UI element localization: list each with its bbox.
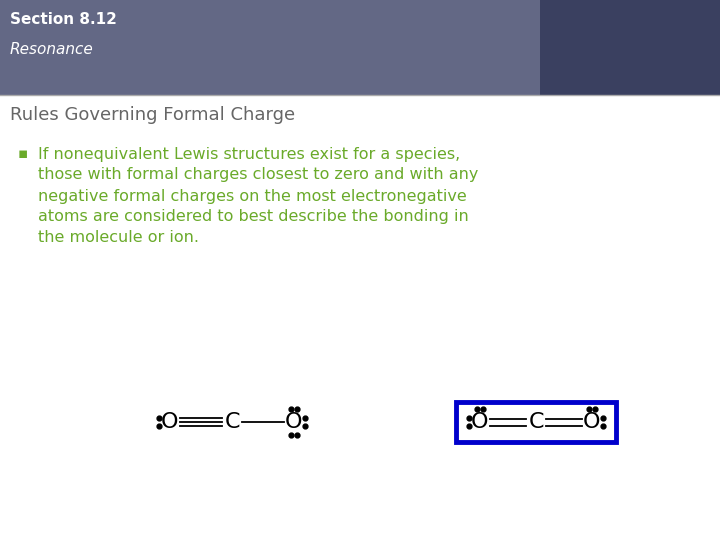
Text: O: O <box>285 412 302 432</box>
Text: C: C <box>528 412 544 432</box>
Text: Rules Governing Formal Charge: Rules Governing Formal Charge <box>10 106 295 125</box>
Text: the molecule or ion.: the molecule or ion. <box>38 231 199 246</box>
Text: negative formal charges on the most electronegative: negative formal charges on the most elec… <box>38 188 467 204</box>
Text: C: C <box>224 412 240 432</box>
Text: ▪: ▪ <box>18 146 28 161</box>
Bar <box>456 402 616 442</box>
Text: atoms are considered to best describe the bonding in: atoms are considered to best describe th… <box>38 210 469 225</box>
Text: If nonequivalent Lewis structures exist for a species,: If nonequivalent Lewis structures exist … <box>38 146 460 161</box>
Text: those with formal charges closest to zero and with any: those with formal charges closest to zer… <box>38 167 478 183</box>
Bar <box>0 0 720 94</box>
Bar <box>540 0 720 94</box>
Text: O: O <box>161 412 179 432</box>
Text: O: O <box>583 412 600 432</box>
Text: O: O <box>472 412 489 432</box>
Text: Resonance: Resonance <box>10 42 94 57</box>
Text: Section 8.12: Section 8.12 <box>10 12 117 27</box>
